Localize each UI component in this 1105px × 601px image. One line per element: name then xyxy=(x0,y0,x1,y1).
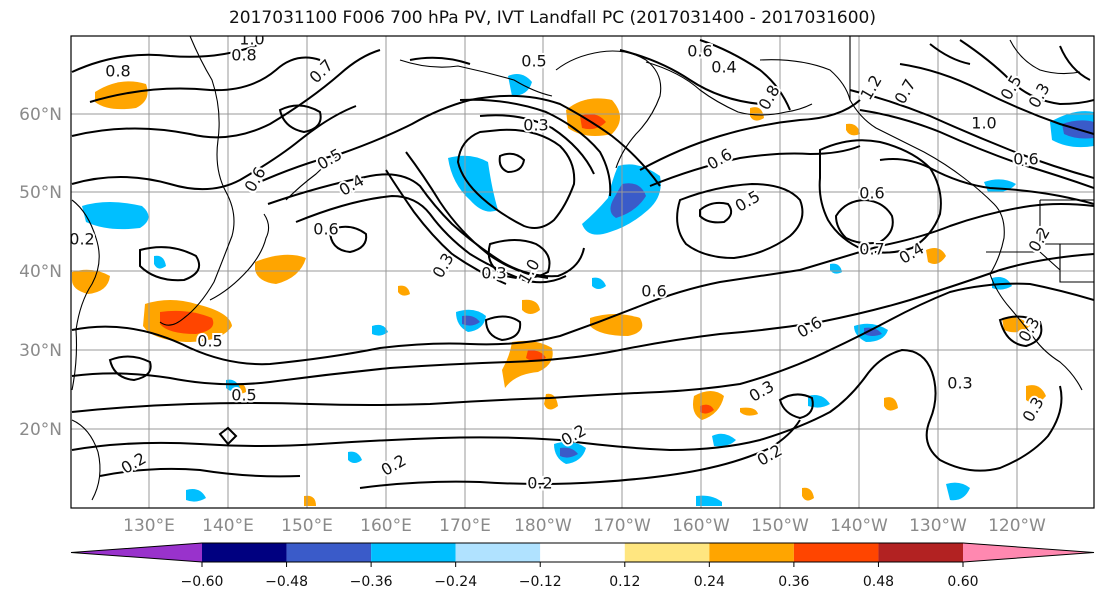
contour-label: 0.2 xyxy=(118,449,150,478)
colorbar-bin xyxy=(963,543,1094,562)
contour-label: 0.2 xyxy=(1025,224,1054,256)
lon-label: 150°E xyxy=(281,516,333,536)
contour-label: 0.6 xyxy=(794,313,826,342)
lat-label: 60°N xyxy=(19,105,62,125)
lat-label: 40°N xyxy=(19,262,62,282)
colorbar-bin xyxy=(71,543,202,562)
lon-label: 120°W xyxy=(988,516,1046,536)
contour-label: 0.5 xyxy=(197,332,222,351)
lon-label: 170°E xyxy=(439,516,491,536)
lon-label: 130°W xyxy=(909,516,967,536)
colorbar-tick-label: −0.12 xyxy=(519,574,562,590)
colorbar-tick-label: 0.12 xyxy=(609,574,640,590)
colorbar-tick-label: 0.24 xyxy=(694,574,725,590)
contour-label: 1.0 xyxy=(971,114,996,133)
contour-label: 0.6 xyxy=(313,220,338,239)
contour-label: 0.7 xyxy=(306,56,337,87)
colorbar-bin xyxy=(371,543,456,562)
contour-label: 0.4 xyxy=(896,239,928,268)
colorbar-tick-label: −0.48 xyxy=(265,574,308,590)
contour-label: 0.5 xyxy=(732,187,764,216)
lon-label: 140°W xyxy=(830,516,888,536)
colorbar-tick-label: 0.60 xyxy=(947,574,978,590)
colorbar-bin xyxy=(624,543,710,562)
contour-label: 0.5 xyxy=(231,386,256,405)
colorbar-tick-label: −0.24 xyxy=(434,574,477,590)
lon-label: 180°W xyxy=(514,516,572,536)
lon-label: 130°E xyxy=(123,516,175,536)
contour-label: 0.6 xyxy=(641,282,666,301)
contour-label: 0.3 xyxy=(947,374,972,393)
contour-label: 0.7 xyxy=(859,240,884,259)
lat-label: 50°N xyxy=(19,183,62,203)
lat-label: 30°N xyxy=(19,341,62,361)
colorbar-tick-label: 0.36 xyxy=(778,574,809,590)
map-title: 2017031100 F006 700 hPa PV, IVT Landfall… xyxy=(228,8,876,28)
latitude-labels: 60°N 50°N 40°N 30°N 20°N xyxy=(19,105,62,440)
contour-label: 0.5 xyxy=(521,52,546,71)
contour-label: 0.2 xyxy=(527,474,552,493)
longitude-labels: 130°E 140°E 150°E 160°E 170°E 180°W 170°… xyxy=(123,516,1046,536)
colorbar-bin xyxy=(709,543,794,562)
contour-label: 0.2 xyxy=(378,451,410,480)
map-frame xyxy=(70,35,1095,509)
contour-label: 0.8 xyxy=(231,46,256,65)
lon-label: 160°W xyxy=(672,516,730,536)
colorbar-tick-label: −0.60 xyxy=(181,574,224,590)
colorbar-bin xyxy=(878,543,963,562)
lat-label: 20°N xyxy=(19,420,62,440)
lon-label: 160°E xyxy=(360,516,412,536)
pv-contours xyxy=(71,39,1094,489)
coastlines xyxy=(71,36,1094,501)
colorbar-tick-label: 0.48 xyxy=(863,574,894,590)
contour-label: 0.4 xyxy=(336,171,368,200)
contour-label: 0.6 xyxy=(1013,150,1038,169)
contour-label: 1.0 xyxy=(239,30,264,49)
contour-label: 0.5 xyxy=(997,72,1026,104)
colorbar-bin xyxy=(202,543,287,562)
contour-label: 0.6 xyxy=(859,184,884,203)
contour-label: 0.3 xyxy=(523,116,548,135)
contour-label: 0.2 xyxy=(754,441,786,470)
contour-label: 0.6 xyxy=(241,164,270,196)
colorbar-bin xyxy=(286,543,372,562)
lon-label: 140°E xyxy=(202,516,254,536)
colorbar-bin xyxy=(455,543,541,562)
colorbar-bin xyxy=(540,543,625,562)
contour-label: 0.6 xyxy=(687,42,712,61)
contour-label: 0.3 xyxy=(1025,80,1054,112)
colorbar-tick-label: −0.36 xyxy=(350,574,393,590)
contour-label: 0.3 xyxy=(481,264,506,283)
colorbar-bin xyxy=(793,543,879,562)
lon-label: 150°W xyxy=(751,516,809,536)
lon-label: 170°W xyxy=(593,516,651,536)
contour-label: 0.5 xyxy=(314,145,346,174)
colorbar: −0.60 −0.48 −0.36 −0.24 −0.12 0.12 0.24 0.36 0.4… xyxy=(70,542,1095,590)
contour-label: 0.6 xyxy=(704,145,736,174)
contour-label: 0.8 xyxy=(105,62,130,81)
contour-label: 0.2 xyxy=(69,230,94,249)
contour-label: 0.4 xyxy=(711,58,736,77)
